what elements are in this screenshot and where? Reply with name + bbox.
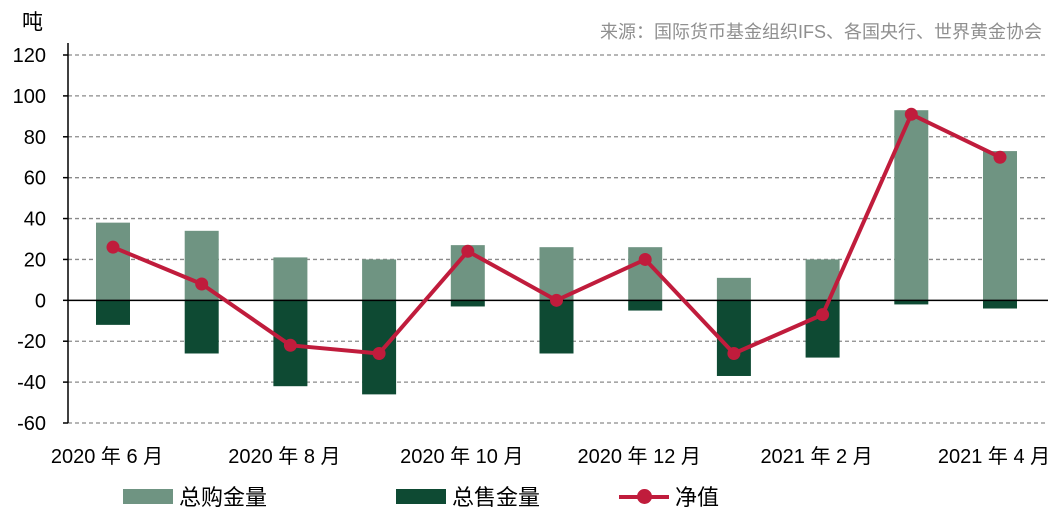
bar-purchase bbox=[96, 222, 130, 301]
bar-purchase bbox=[362, 259, 397, 301]
bar-sale bbox=[894, 300, 929, 305]
bar-sale bbox=[539, 300, 574, 354]
y-tick-label: -60 bbox=[17, 413, 46, 435]
net-point bbox=[816, 308, 830, 322]
net-point bbox=[638, 252, 652, 266]
bar-purchase bbox=[805, 259, 840, 301]
y-tick-label: 60 bbox=[24, 168, 46, 190]
bar-sale bbox=[716, 300, 751, 376]
y-tick-label: 40 bbox=[24, 209, 46, 231]
net-line bbox=[106, 107, 1007, 360]
y-tick-label: 20 bbox=[24, 249, 46, 271]
x-tick-label: 2021 年 2 月 bbox=[760, 445, 872, 468]
y-tick-label: 0 bbox=[35, 290, 46, 312]
x-axis-ticks: 2020 年 6 月 2020 年 8 月 2020 年 10 月 2020 年 12… bbox=[51, 445, 1050, 468]
x-tick-label: 2020 年 6 月 bbox=[51, 445, 163, 468]
x-tick-label: 2020 年 10 月 bbox=[400, 445, 523, 468]
bar-sale bbox=[983, 300, 1017, 309]
net-point bbox=[283, 338, 297, 352]
bar-purchase bbox=[983, 151, 1017, 301]
legend-label-purchase: 总购金量 bbox=[179, 485, 268, 510]
net-point bbox=[550, 293, 563, 307]
legend-item-net: 净值 bbox=[619, 480, 719, 512]
net-point bbox=[727, 346, 741, 360]
net-point bbox=[195, 277, 209, 291]
bar-purchase bbox=[539, 247, 574, 301]
y-axis-ticks: -60 -40 -20 0 20 40 60 80 100 120 bbox=[13, 45, 46, 435]
legend-swatch-purchase bbox=[123, 488, 173, 504]
bar-sale bbox=[628, 300, 663, 311]
bar-sale bbox=[450, 300, 485, 307]
y-tick-label: -20 bbox=[17, 331, 46, 353]
legend: 总购金量 总售金量 净值 bbox=[0, 480, 1052, 515]
y-tick-label: 80 bbox=[24, 127, 46, 149]
legend-label-net: 净值 bbox=[675, 485, 720, 510]
x-tick-label: 2020 年 12 月 bbox=[577, 445, 700, 468]
net-point bbox=[461, 244, 475, 258]
x-tick-label: 2021 年 4 月 bbox=[938, 445, 1050, 468]
legend-swatch-sale bbox=[396, 488, 446, 504]
source-note: 来源：国际货币基金组织IFS、各国央行、世界黄金协会 bbox=[600, 22, 1042, 42]
net-point bbox=[106, 240, 120, 254]
y-tick-label: 100 bbox=[13, 86, 46, 108]
legend-item-sale: 总售金量 bbox=[396, 480, 540, 512]
bar-purchase bbox=[273, 257, 308, 301]
y-tick-label: -40 bbox=[17, 372, 46, 394]
net-point bbox=[993, 150, 1007, 164]
net-point bbox=[904, 107, 918, 121]
bars bbox=[96, 110, 1017, 395]
y-tick-label: 120 bbox=[13, 45, 46, 67]
net-point bbox=[372, 346, 386, 360]
bar-sale bbox=[184, 300, 219, 354]
legend-label-sale: 总售金量 bbox=[452, 485, 541, 510]
bar-purchase bbox=[716, 277, 751, 301]
y-axis-unit-label: 吨 bbox=[22, 11, 43, 34]
legend-swatch-net bbox=[619, 488, 669, 504]
bar-sale bbox=[96, 300, 130, 325]
legend-item-purchase: 总购金量 bbox=[123, 480, 267, 512]
x-tick-label: 2020 年 8 月 bbox=[228, 445, 340, 468]
